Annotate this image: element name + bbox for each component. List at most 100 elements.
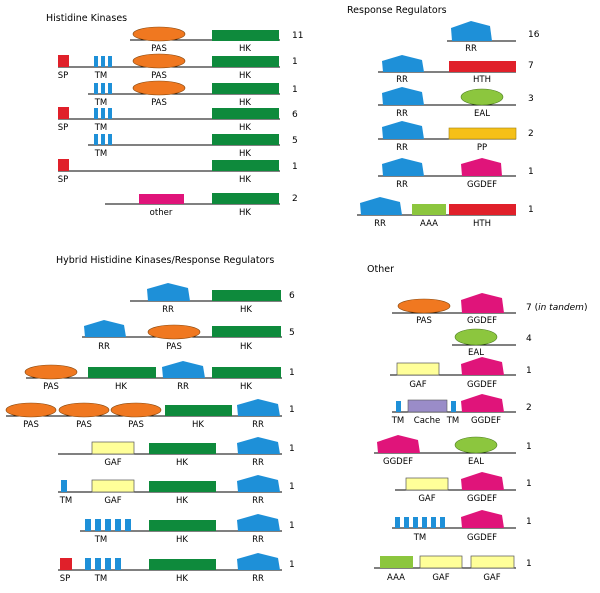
gaf-domain (91, 479, 135, 493)
in-tandem-note: in tandem (538, 303, 584, 313)
gaf-domain (91, 441, 135, 455)
hk-domain (212, 193, 279, 204)
section-title-hybrid: Hybrid Histidine Kinases/Response Regula… (56, 255, 274, 266)
other-row-7: TM GGDEF 1 (392, 510, 532, 543)
tm-label: TM (94, 98, 108, 108)
tm-segment (95, 558, 101, 570)
aaa-domain (412, 204, 446, 215)
tm-segment (101, 134, 105, 145)
rr-label: RR (177, 382, 189, 392)
pas-label: PAS (151, 71, 167, 81)
hk-label: HK (192, 420, 204, 430)
tm-label: TM (94, 149, 108, 159)
tm-segment (108, 56, 112, 67)
pas-label: PAS (166, 342, 182, 352)
rr-domain (382, 55, 424, 72)
hk-label: HK (176, 574, 188, 584)
hk-row-1: PAS HK 11 (130, 26, 303, 54)
tm-segment (108, 108, 112, 119)
ggdef-domain (461, 510, 504, 528)
hth-label: HTH (473, 219, 491, 229)
tm-segment (115, 558, 121, 570)
hk-label: HK (115, 382, 127, 392)
gaf-label: GAF (432, 573, 449, 583)
pp-domain (448, 127, 517, 140)
tm-label: TM (59, 496, 73, 506)
rr-label: RR (252, 535, 264, 545)
tm-segment (105, 558, 111, 570)
section-title-other: Other (367, 264, 394, 275)
ggdef-label: GGDEF (467, 380, 497, 390)
other-label: other (150, 208, 173, 218)
hk-label: HK (176, 458, 188, 468)
section-title-histidine-kinases: Histidine Kinases (46, 13, 127, 24)
hth-domain (449, 204, 516, 215)
count: 1 (526, 559, 532, 569)
hk-row-6: SP HK 1 (58, 159, 298, 185)
count: 1 (526, 442, 532, 452)
count: 7 (528, 61, 534, 71)
count: 1 (289, 444, 295, 454)
hk-row-5: TM HK 5 (88, 134, 298, 159)
sp-label: SP (60, 574, 71, 584)
hybrid-row-3: PAS HK RR HK 1 (24, 361, 295, 392)
hybrid-row-4: PAS PAS PAS HK RR 1 (5, 399, 295, 430)
tm-segment (95, 519, 101, 531)
hk-row-2: SP TM PAS HK 1 (58, 53, 298, 81)
rr-domain (237, 553, 280, 570)
sp-label: SP (58, 71, 69, 81)
tm-label: TM (446, 416, 460, 426)
count: 4 (526, 334, 532, 344)
tm-segment (94, 134, 98, 145)
hk-domain (212, 160, 279, 171)
count: 1 (292, 162, 298, 172)
pas-domain (132, 26, 186, 42)
rr-row-4: RR PP 2 (378, 121, 534, 153)
rr-domain (382, 158, 424, 176)
hk-domain (212, 83, 279, 94)
rr-domain (451, 21, 492, 41)
count: 1 (289, 405, 295, 415)
hk-row-3: TM PAS HK 1 (88, 80, 298, 108)
hk-label: HK (239, 149, 251, 159)
aaa-domain (380, 556, 413, 568)
eal-label: EAL (468, 457, 484, 467)
pas-domain (132, 53, 186, 69)
tm-label: TM (391, 416, 405, 426)
count: 2 (526, 403, 532, 413)
pas-domain (397, 298, 451, 314)
hybrid-row-6: TM GAF HK RR 1 (58, 475, 295, 506)
pas-label: PAS (76, 420, 92, 430)
gaf-domain (396, 362, 440, 376)
pas-label: PAS (151, 98, 167, 108)
rr-label: RR (396, 75, 408, 85)
other-row-6: GAF GGDEF 1 (395, 472, 532, 504)
tm-segment (440, 517, 445, 528)
count: 1 (526, 517, 532, 527)
hk-label: HK (239, 44, 251, 54)
count: 1 (528, 205, 534, 215)
hk-domain (212, 108, 279, 119)
hk-label: HK (239, 208, 251, 218)
sp-label: SP (58, 175, 69, 185)
tm-segment (94, 56, 98, 67)
sp-domain (58, 107, 69, 119)
pas-label: PAS (23, 420, 39, 430)
aaa-label: AAA (387, 573, 405, 583)
gaf-label: GAF (483, 573, 500, 583)
sp-label: SP (58, 123, 69, 133)
rr-label: RR (396, 143, 408, 153)
hk-label: HK (239, 123, 251, 133)
count: 1 (289, 368, 295, 378)
pp-label: PP (477, 143, 487, 153)
tm-label: TM (94, 574, 108, 584)
rr-domain (382, 121, 424, 139)
hk-domain (212, 134, 279, 145)
pas-domain (5, 402, 57, 418)
gaf-label: GAF (104, 496, 121, 506)
tm-segment (85, 558, 91, 570)
pas-label: PAS (416, 316, 432, 326)
ggdef-domain (461, 394, 504, 412)
tm-segment (413, 517, 418, 528)
